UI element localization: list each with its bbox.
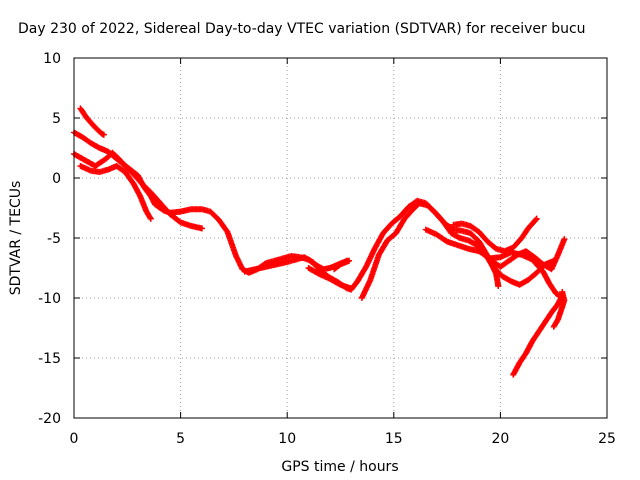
- x-tick-label: 15: [385, 431, 403, 447]
- y-tick-label: -15: [38, 351, 61, 367]
- data-point: [532, 216, 539, 223]
- x-tick-label: 0: [70, 431, 79, 447]
- chart-title: Day 230 of 2022, Sidereal Day-to-day VTE…: [18, 21, 586, 37]
- plot-frame: [73, 57, 608, 419]
- axis-ticks: 0 5 10 15 20 25 10 5 0 -5 -10 -15 -20: [38, 51, 616, 447]
- y-tick-label: 0: [52, 171, 61, 187]
- data-point: [495, 283, 502, 289]
- y-tick-label: -10: [38, 291, 61, 307]
- y-tick-label: 10: [43, 51, 61, 67]
- y-axis-label: SDTVAR / TECUs: [8, 181, 24, 296]
- series-track-4: [77, 163, 154, 222]
- series-track-10: [450, 215, 540, 255]
- data-point: [147, 214, 154, 221]
- data-point: [100, 131, 107, 138]
- grid: [74, 58, 607, 418]
- series-track-6: [305, 265, 355, 292]
- series-track-11: [488, 236, 568, 273]
- y-tick-label: -5: [47, 231, 61, 247]
- x-tick-label: 5: [176, 431, 185, 447]
- data-point: [346, 257, 353, 264]
- x-tick-label: 20: [491, 431, 509, 447]
- series-track-3: [71, 149, 205, 232]
- series-track-13: [550, 289, 568, 330]
- y-tick-label: 5: [52, 111, 61, 127]
- x-tick-label: 25: [598, 431, 616, 447]
- data-point: [198, 225, 205, 232]
- data-point: [147, 215, 154, 222]
- x-axis-label: GPS time / hours: [281, 459, 398, 475]
- data-point: [348, 285, 355, 292]
- data-point: [559, 289, 566, 295]
- series-track-12: [510, 292, 566, 378]
- data-point: [561, 236, 568, 243]
- x-tick-label: 10: [278, 431, 296, 447]
- series-track-1: [77, 105, 107, 138]
- y-tick-label: -20: [38, 411, 61, 427]
- series-track-8: [358, 200, 502, 301]
- data-point: [533, 215, 540, 222]
- series-track-5: [241, 197, 557, 293]
- data-series: [71, 105, 568, 378]
- series-track-7: [331, 257, 353, 273]
